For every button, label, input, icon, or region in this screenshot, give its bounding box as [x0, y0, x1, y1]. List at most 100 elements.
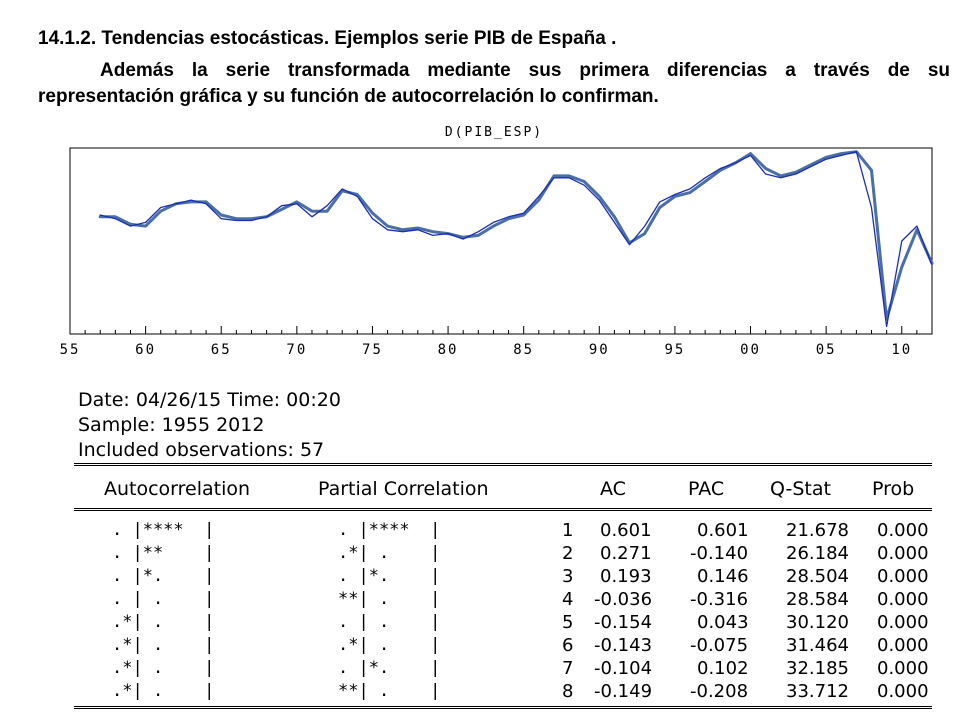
lag-value: 6 [562, 635, 574, 656]
x-tick-label: 05 [816, 342, 837, 356]
prob-value: 0.000 [877, 589, 929, 610]
lag-value: 3 [562, 566, 574, 587]
table-row: .*| . | **| . | 8 -0.149 -0.208 33.712 0… [0, 681, 960, 704]
table-row: .*| . | .*| . | 6 -0.143 -0.075 31.464 0… [0, 635, 960, 658]
qstat-value: 28.584 [786, 589, 849, 610]
ac-value: -0.104 [594, 658, 653, 679]
prob-value: 0.000 [877, 543, 929, 564]
pac-bar: **| . | [338, 589, 441, 609]
qstat-value: 33.712 [786, 681, 849, 702]
ac-value: 0.193 [600, 566, 652, 587]
section-heading: 14.1.2. Tendencias estocásticas. Ejemplo… [38, 28, 617, 49]
pac-value: -0.208 [690, 681, 749, 702]
prob-value: 0.000 [877, 520, 929, 541]
ac-bar: .*| . | [112, 658, 215, 678]
plot-frame [69, 147, 933, 335]
table-bottom-rule [74, 706, 932, 709]
lag-value: 8 [562, 681, 574, 702]
qstat-value: 30.120 [786, 612, 849, 633]
ac-bar: .*| . | [112, 612, 215, 632]
lag-value: 1 [562, 520, 574, 541]
pac-value: 0.102 [697, 658, 749, 679]
pac-bar: . |**** | [338, 520, 441, 540]
table-row: .*| . | . | . | 5 -0.154 0.043 30.120 0.… [0, 612, 960, 635]
ac-value: 0.601 [600, 520, 652, 541]
x-tick-label: 90 [589, 342, 610, 356]
x-axis-labels: 55 60 65 70 75 80 85 90 95 00 05 10 [60, 342, 912, 356]
ac-bar: . |*. | [112, 566, 215, 586]
prob-value: 0.000 [877, 681, 929, 702]
observations-line: Included observations: 57 [78, 439, 325, 461]
series-line-observed [99, 151, 933, 328]
x-tick-label: 70 [286, 342, 307, 356]
series-line-smoothed [98, 150, 934, 321]
x-tick-label: 65 [211, 342, 232, 356]
paragraph-text: Además la serie transformada mediante su… [38, 60, 950, 107]
header-ac: AC [600, 478, 626, 500]
x-tick-label: 10 [891, 342, 912, 356]
table-row: . |** | .*| . | 2 0.271 -0.140 26.184 0.… [0, 543, 960, 566]
table-row: .*| . | . |*. | 7 -0.104 0.102 32.185 0.… [0, 658, 960, 681]
correlogram-rows: . |**** | . |**** | 1 0.601 0.601 21.678… [0, 520, 960, 704]
header-pac: PAC [688, 478, 725, 500]
pac-bar: .*| . | [338, 543, 441, 563]
ac-bar: . |** | [112, 543, 215, 563]
x-tick-label: 80 [438, 342, 459, 356]
x-axis-ticks [69, 326, 933, 334]
table-row: . |*. | . |*. | 3 0.193 0.146 28.504 0.0… [0, 566, 960, 589]
qstat-value: 21.678 [786, 520, 849, 541]
qstat-value: 28.504 [786, 566, 849, 587]
pac-bar: **| . | [338, 681, 441, 701]
x-tick-label: 00 [740, 342, 761, 356]
header-partial-correlation: Partial Correlation [318, 478, 489, 500]
x-tick-label: 75 [362, 342, 383, 356]
correlogram-header-row: Autocorrelation Partial Correlation AC P… [0, 478, 960, 504]
pac-value: -0.075 [690, 635, 749, 656]
pac-value: -0.140 [690, 543, 749, 564]
date-line: Date: 04/26/15 Time: 00:20 [78, 389, 341, 411]
pac-value: 0.146 [697, 566, 749, 587]
pac-bar: . |*. | [338, 658, 441, 678]
pac-bar: . | . | [338, 612, 441, 632]
lag-value: 5 [562, 612, 574, 633]
lag-value: 2 [562, 543, 574, 564]
ac-value: -0.143 [594, 635, 653, 656]
header-prob: Prob [872, 478, 915, 500]
chart-title: D(PIB_ESP) [445, 125, 543, 140]
prob-value: 0.000 [877, 635, 929, 656]
lag-value: 7 [562, 658, 574, 679]
prob-value: 0.000 [877, 566, 929, 587]
table-top-rule [74, 463, 932, 466]
ac-value: -0.036 [594, 589, 653, 610]
qstat-value: 31.464 [786, 635, 849, 656]
header-qstat: Q-Stat [770, 478, 831, 500]
table-row: . |**** | . |**** | 1 0.601 0.601 21.678… [0, 520, 960, 543]
x-tick-label: 55 [60, 342, 81, 356]
sample-line: Sample: 1955 2012 [78, 414, 265, 436]
x-tick-label: 60 [135, 342, 156, 356]
header-autocorrelation: Autocorrelation [104, 478, 251, 500]
ac-bar: . |**** | [112, 520, 215, 540]
ac-bar: .*| . | [112, 635, 215, 655]
ac-bar: . | . | [112, 589, 215, 609]
qstat-value: 32.185 [786, 658, 849, 679]
x-tick-label: 85 [513, 342, 534, 356]
pac-value: 0.043 [697, 612, 749, 633]
correlogram-metadata: Date: 04/26/15 Time: 00:20 Sample: 1955 … [78, 388, 341, 463]
table-row: . | . | **| . | 4 -0.036 -0.316 28.584 0… [0, 589, 960, 612]
pac-bar: .*| . | [338, 635, 441, 655]
header-bottom-rule [74, 508, 932, 511]
lag-value: 4 [562, 589, 574, 610]
x-tick-label: 95 [664, 342, 685, 356]
prob-value: 0.000 [877, 658, 929, 679]
ac-value: -0.149 [594, 681, 653, 702]
body-paragraph: Además la serie transformada mediante su… [38, 58, 950, 110]
pac-value: 0.601 [697, 520, 749, 541]
pac-bar: . |*. | [338, 566, 441, 586]
prob-value: 0.000 [877, 612, 929, 633]
ac-value: -0.154 [594, 612, 653, 633]
pib-diff-line-chart: D(PIB_ESP) 55 60 65 70 75 80 85 90 95 00 05 10 [60, 125, 934, 356]
qstat-value: 26.184 [786, 543, 849, 564]
ac-value: 0.271 [600, 543, 652, 564]
pac-value: -0.316 [690, 589, 749, 610]
